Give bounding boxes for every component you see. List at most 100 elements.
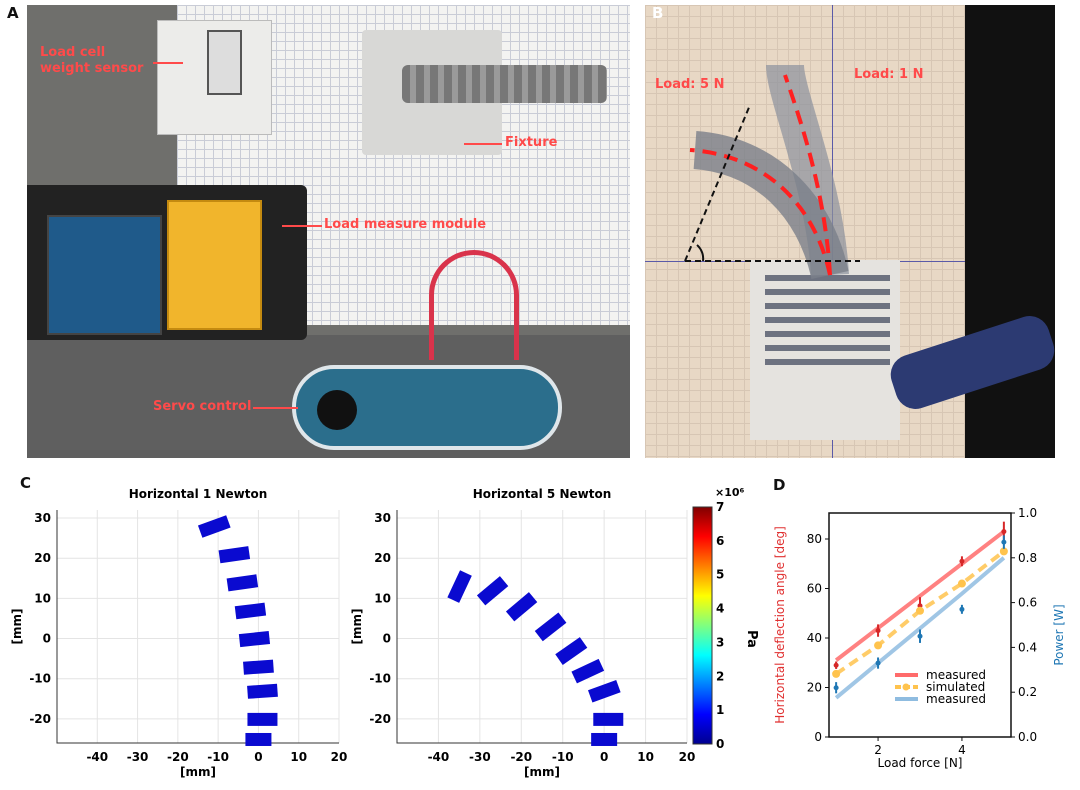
load-cell — [207, 30, 242, 95]
y-tick-label: 30 — [34, 511, 51, 525]
y2-tick-label: 0.0 — [1018, 730, 1037, 744]
spine-segment — [247, 712, 278, 726]
panel-label-c: C — [20, 474, 32, 492]
y-tick-label: 40 — [807, 631, 822, 645]
data-point — [999, 547, 1008, 556]
photo-deflection: Load: 5 N Load: 1 N — [645, 5, 1055, 458]
data-point — [957, 579, 966, 588]
x-tick-label: 2 — [874, 743, 882, 757]
spine-segment — [447, 570, 472, 603]
x-tick-label: 10 — [290, 750, 307, 764]
y-tick-label: 20 — [374, 551, 391, 565]
x-tick-label: 20 — [679, 750, 696, 764]
y-tick-label: 20 — [34, 551, 51, 565]
colorbar-tick-label: 6 — [716, 534, 724, 548]
fem-plots: -40 -30 -20 -10 0 10 203020100-10-20Horizontal… — [10, 486, 759, 779]
label-load-measure-module: Load measure module — [324, 217, 487, 232]
y2-tick-label: 0.2 — [1018, 685, 1037, 699]
legend-marker — [902, 683, 910, 691]
y-tick-label: 20 — [807, 680, 822, 694]
breadboard — [167, 200, 262, 330]
data-point — [832, 669, 841, 678]
data-point — [1001, 529, 1007, 535]
joystick — [317, 390, 357, 430]
spine-segment — [534, 612, 567, 642]
y2-tick-label: 0.8 — [1018, 551, 1037, 565]
plot-title: Horizontal 5 Newton — [473, 487, 612, 501]
x-axis-label: [mm] — [180, 765, 216, 779]
colorbar-tick-label: 2 — [716, 669, 724, 683]
y-tick-label: 60 — [807, 581, 822, 595]
spine-segment — [245, 732, 272, 746]
x-tick-label: 20 — [331, 750, 348, 764]
series-line-0 — [834, 529, 1006, 662]
x-tick-label: -40 — [86, 750, 108, 764]
y2-tick-label: 0.6 — [1018, 596, 1037, 610]
axes — [56, 510, 339, 744]
y-tick-label: -10 — [29, 672, 51, 686]
spine-segment — [593, 712, 624, 726]
colorbar-tick-label: 3 — [716, 635, 724, 649]
y2-axis-label: Power [W] — [1052, 604, 1066, 665]
spine-segment — [226, 574, 259, 592]
spine-segment — [476, 576, 509, 606]
y-tick-label: 0 — [383, 632, 391, 646]
spine-prototype — [402, 65, 607, 103]
x-tick-label: -10 — [552, 750, 574, 764]
x-tick-label: 4 — [958, 743, 966, 757]
legend-label: measured — [926, 692, 986, 706]
data-point — [1001, 539, 1007, 545]
data-point — [874, 641, 883, 650]
colorbar-tick-label: 0 — [716, 737, 724, 751]
x-tick-label: -30 — [469, 750, 491, 764]
y-tick-label: 10 — [374, 591, 391, 605]
data-point — [875, 628, 881, 634]
x-tick-label: -40 — [428, 750, 450, 764]
plot-title: Horizontal 1 Newton — [129, 487, 268, 501]
spine-segment — [591, 732, 618, 746]
spine-segment — [587, 680, 621, 703]
data-point — [959, 558, 965, 564]
axes — [396, 510, 687, 744]
colorbar-tick-label: 7 — [716, 500, 724, 514]
x-tick-label: 10 — [637, 750, 654, 764]
y-tick-label: -10 — [369, 672, 391, 686]
colorbar-tick-label: 1 — [716, 703, 724, 717]
y2-tick-label: 1.0 — [1018, 506, 1037, 520]
y-tick-label: -20 — [369, 712, 391, 726]
x-tick-label: -20 — [167, 750, 189, 764]
spine-segment — [555, 637, 588, 665]
y-axis-label: [mm] — [350, 609, 364, 645]
data-point — [917, 633, 923, 639]
data-point — [959, 606, 965, 612]
x-tick-label: -20 — [510, 750, 532, 764]
usb-cable — [429, 250, 519, 360]
panel-label-d: D — [773, 476, 786, 494]
y2-tick-label: 0.4 — [1018, 640, 1037, 654]
plot-frame — [828, 512, 1012, 738]
y-axis-label: [mm] — [10, 609, 24, 645]
colorbar — [692, 506, 713, 745]
y-tick-label: 80 — [807, 532, 822, 546]
y-tick-label: 30 — [374, 511, 391, 525]
spine-segment — [238, 631, 271, 648]
data-point — [875, 660, 881, 666]
y-tick-label: 0 — [43, 632, 51, 646]
spine-segment — [571, 658, 605, 684]
panel-label-b: B — [652, 4, 664, 22]
label-load-5n: Load: 5 N — [655, 77, 725, 92]
panel-label-a: A — [7, 4, 19, 22]
legend-label: simulated — [926, 680, 985, 694]
x-tick-label: -30 — [127, 750, 149, 764]
colorbar-label: Pa — [744, 630, 759, 648]
arduino-board — [47, 215, 162, 335]
label-servo-control: Servo control — [153, 399, 252, 414]
spine-segment — [247, 683, 278, 699]
photo-experimental-setup: Load cell weight sensor Fixture Load mea… — [27, 5, 630, 458]
spine-segment — [234, 602, 267, 620]
label-load-cell: Load cell weight sensor — [40, 45, 144, 76]
x-tick-label: 0 — [254, 750, 262, 764]
label-load-1n: Load: 1 N — [854, 67, 924, 82]
x-tick-label: -10 — [207, 750, 229, 764]
colorbar-multiplier: ×10⁶ — [715, 486, 745, 499]
